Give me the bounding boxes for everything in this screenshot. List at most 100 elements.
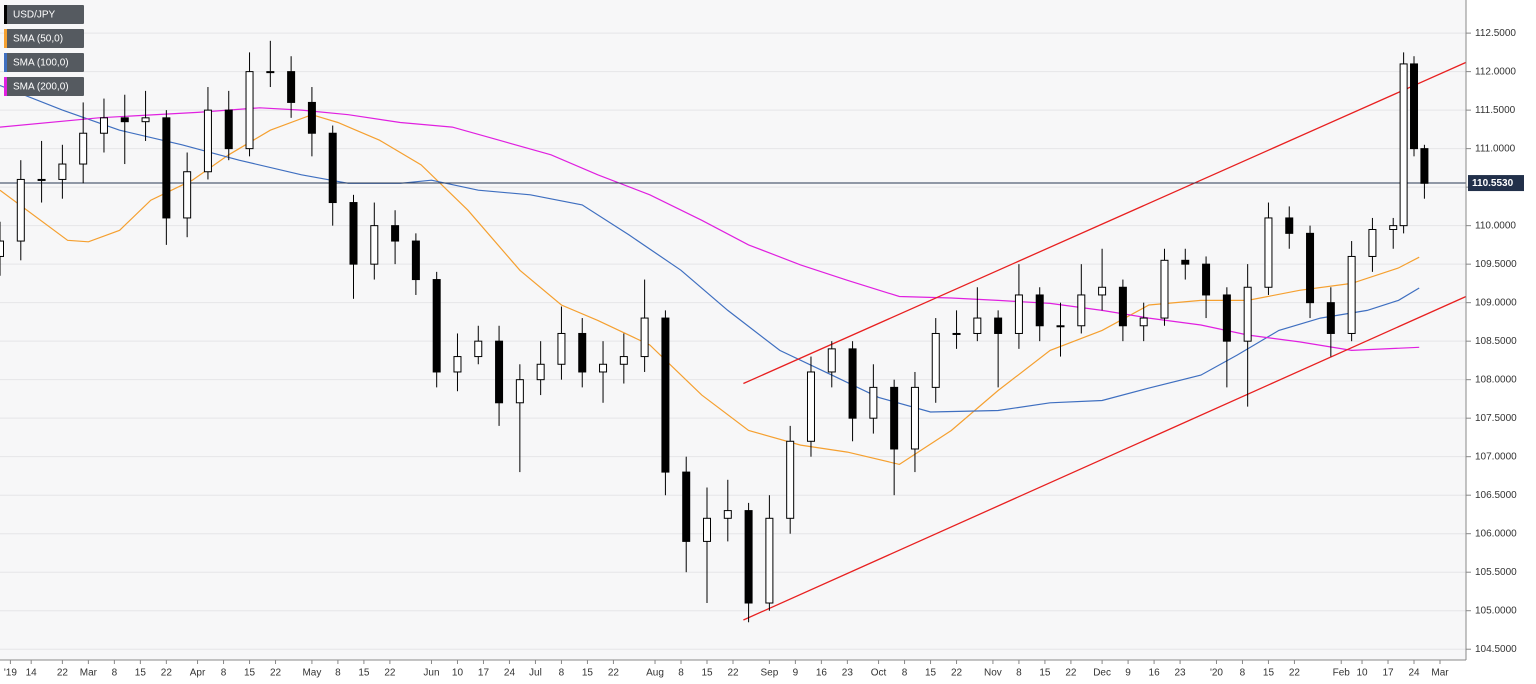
x-tick-label: 22 — [270, 668, 282, 679]
candle-body — [224, 109, 233, 150]
x-tick-label: 22 — [1065, 668, 1077, 679]
legend-box — [4, 5, 84, 24]
channel-line — [743, 295, 1467, 621]
candle-body — [141, 117, 150, 123]
x-tick-label: 8 — [559, 668, 565, 679]
x-tick-label: 8 — [1016, 668, 1022, 679]
y-tick-label: 108.5000 — [1475, 336, 1517, 347]
candle-body — [578, 332, 587, 373]
candle-body — [806, 371, 815, 442]
x-tick-label: 9 — [1125, 668, 1131, 679]
candle-body — [1139, 317, 1148, 327]
candle-body — [79, 132, 88, 165]
legend-box — [4, 77, 84, 96]
candle-body — [1035, 294, 1044, 327]
x-tick-label: 15 — [1039, 668, 1051, 679]
candle-body — [599, 363, 608, 373]
legend-box — [4, 53, 84, 72]
legend-label: SMA (200,0) — [13, 82, 69, 93]
x-tick-label: 23 — [842, 668, 854, 679]
candle-body — [910, 386, 919, 450]
x-tick-label: 8 — [221, 668, 227, 679]
candle-body — [744, 510, 753, 604]
candle-body — [245, 71, 254, 150]
candle-body — [474, 340, 483, 358]
last-price-label: 110.5530 — [1472, 178, 1514, 189]
candle-body — [1077, 294, 1086, 327]
x-tick-label: 22 — [951, 668, 963, 679]
x-tick-label: 8 — [335, 668, 341, 679]
x-tick-label: 8 — [1240, 668, 1246, 679]
x-tick-label: May — [302, 668, 321, 679]
candle-body — [58, 163, 67, 180]
x-tick-label: 22 — [1289, 668, 1301, 679]
candle-body — [162, 117, 171, 219]
candle-body — [536, 363, 545, 381]
candle-body — [391, 225, 400, 242]
candle-body — [307, 101, 316, 134]
candle-body — [723, 510, 732, 519]
y-tick-label: 111.0000 — [1475, 143, 1516, 154]
legend-swatch — [4, 53, 7, 72]
x-tick-label: 24 — [504, 668, 516, 679]
x-tick-label: 10 — [452, 668, 464, 679]
x-tick-label: 22 — [57, 668, 69, 679]
x-tick-label: 15 — [135, 668, 147, 679]
x-tick-label: Aug — [646, 668, 664, 679]
candle-body — [370, 225, 379, 265]
candle-body — [1098, 286, 1107, 296]
x-tick-label: 17 — [478, 668, 490, 679]
x-tick-label: 15 — [244, 668, 256, 679]
legend-box — [4, 29, 84, 48]
candle-body — [1014, 294, 1023, 334]
x-tick-label: 14 — [26, 668, 38, 679]
sma-line — [0, 107, 1420, 352]
y-tick-label: 110.0000 — [1475, 220, 1516, 231]
x-tick-label: Nov — [984, 668, 1002, 679]
candle-body — [1118, 286, 1127, 327]
candle-body — [1368, 228, 1377, 257]
x-tick-label: 8 — [112, 668, 118, 679]
x-tick-label: Jul — [529, 668, 542, 679]
x-tick-label: 15 — [1263, 668, 1275, 679]
candle-body — [952, 332, 961, 335]
candle-body — [557, 332, 566, 365]
x-tick-label: 15 — [925, 668, 937, 679]
y-tick-label: 106.0000 — [1475, 528, 1517, 539]
x-tick-label: 23 — [1175, 668, 1187, 679]
sma-line — [0, 84, 1420, 413]
candle-body — [848, 348, 857, 419]
candle-body — [203, 109, 212, 173]
x-tick-label: 9 — [793, 668, 799, 679]
x-tick-label: '19 — [4, 668, 17, 679]
legend-label: SMA (50,0) — [13, 34, 63, 45]
candle-body — [661, 317, 670, 473]
candle-body — [1326, 302, 1335, 334]
y-tick-label: 109.0000 — [1475, 297, 1517, 308]
y-tick-label: 107.5000 — [1475, 413, 1517, 424]
candle-body — [1399, 63, 1408, 227]
y-tick-label: 105.0000 — [1475, 605, 1517, 616]
legend-swatch — [4, 5, 7, 24]
y-tick-label: 111.5000 — [1475, 105, 1516, 116]
legend-swatch — [4, 77, 7, 96]
candle-body — [890, 386, 899, 450]
candle-body — [495, 340, 504, 404]
x-tick-label: Sep — [760, 668, 778, 679]
legend-label: USD/JPY — [13, 10, 56, 21]
x-tick-label: 22 — [608, 668, 620, 679]
candle-body — [640, 317, 649, 358]
candle-body — [786, 440, 795, 519]
y-tick-label: 112.5000 — [1475, 28, 1516, 39]
x-tick-label: 22 — [727, 668, 739, 679]
y-tick-label: 107.0000 — [1475, 451, 1517, 462]
candle-body — [1222, 294, 1231, 342]
x-tick-label: 15 — [582, 668, 594, 679]
candle-body — [1160, 259, 1169, 319]
x-tick-label: 8 — [902, 668, 908, 679]
candle-body — [869, 386, 878, 419]
candle-body — [1243, 286, 1252, 342]
x-tick-label: 16 — [1149, 668, 1161, 679]
